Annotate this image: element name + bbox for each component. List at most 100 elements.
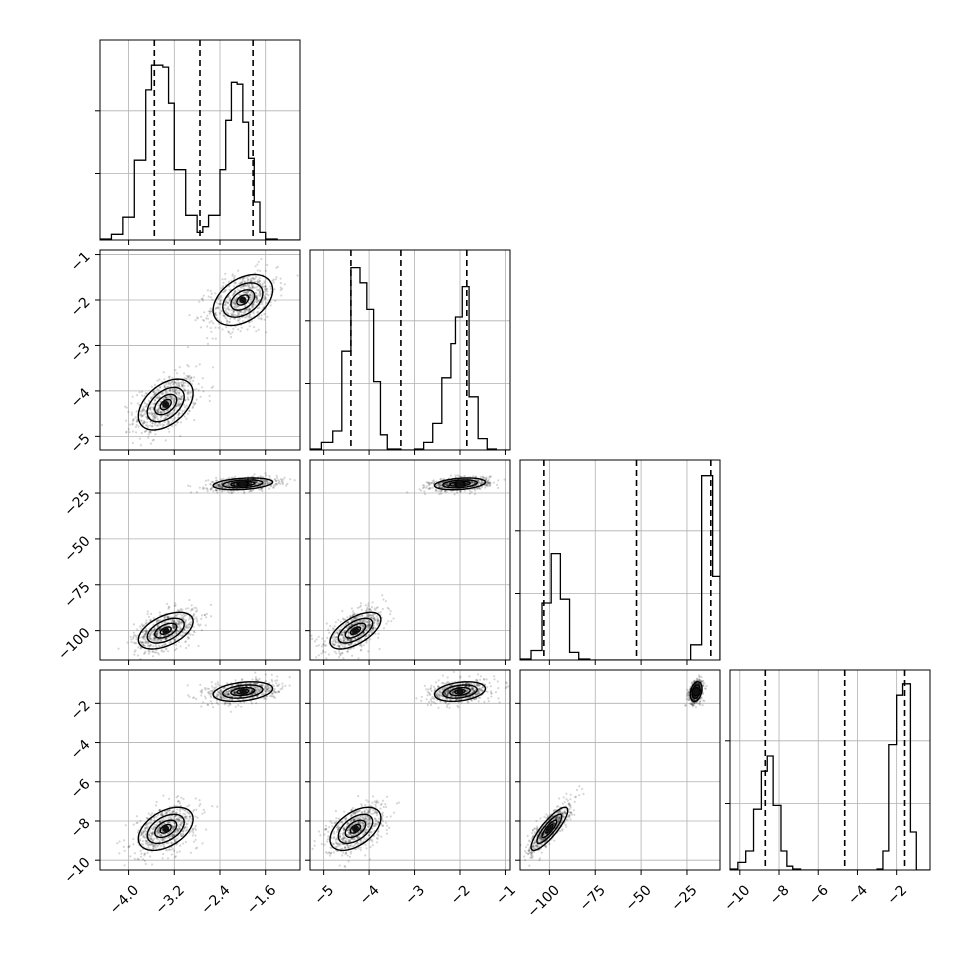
scatter-point: [176, 630, 179, 633]
scatter-point: [144, 852, 147, 855]
scatter-point: [152, 402, 155, 406]
scatter-point: [202, 808, 205, 812]
scatter-point: [215, 699, 218, 702]
scatter-point: [333, 640, 337, 643]
scatter-point: [156, 832, 160, 835]
scatter-point: [159, 838, 162, 841]
scatter-point: [193, 402, 197, 405]
scatter-point: [179, 844, 182, 847]
scatter-point: [478, 486, 481, 490]
scatter-point: [317, 644, 320, 647]
scatter-point: [141, 414, 144, 418]
scatter-point: [140, 469, 142, 471]
scatter-point: [260, 317, 263, 320]
scatter-point: [153, 383, 156, 386]
scatter-point: [373, 617, 376, 620]
scatter-point: [232, 305, 235, 309]
scatter-point: [204, 613, 207, 617]
scatter-point: [174, 840, 177, 843]
scatter-point: [217, 297, 220, 300]
scatter-point: [481, 476, 484, 479]
scatter-point: [446, 484, 449, 487]
scatter-point: [178, 382, 181, 385]
scatter-point: [156, 408, 159, 411]
scatter-point: [259, 481, 262, 484]
contour-core: [239, 296, 247, 304]
scatter-point: [342, 634, 345, 637]
scatter-point: [268, 477, 271, 480]
panel-content: [520, 460, 720, 660]
scatter-point: [234, 314, 237, 317]
scatter-point: [180, 396, 183, 399]
scatter-point: [167, 382, 170, 386]
scatter-point: [485, 477, 488, 480]
scatter-point: [241, 320, 244, 323]
scatter-point: [184, 640, 187, 644]
scatter-point: [486, 480, 489, 483]
histogram-1: [310, 266, 510, 450]
scatter-point: [248, 294, 251, 297]
scatter-point: [244, 284, 247, 287]
scatter-point: [172, 624, 175, 627]
scatter-point: [254, 296, 258, 299]
scatter-point: [164, 439, 167, 442]
scatter-point: [337, 656, 341, 659]
scatter-point: [170, 829, 173, 832]
scatter-point: [338, 644, 341, 648]
scatter-point: [254, 678, 258, 681]
scatter-point: [133, 650, 136, 653]
scatter-point: [163, 837, 167, 840]
scatter-point: [220, 486, 223, 489]
scatter-point: [187, 376, 190, 379]
scatter-point: [135, 821, 138, 825]
scatter-point: [143, 836, 146, 839]
scatter-point: [156, 409, 159, 412]
scatter-point: [367, 608, 370, 611]
scatter-point: [150, 837, 153, 840]
scatter-point: [148, 650, 151, 653]
scatter-point: [176, 609, 179, 612]
scatter-point: [132, 430, 135, 433]
contour-level: [344, 622, 367, 639]
scatter-point: [204, 688, 207, 691]
scatter-point: [195, 491, 199, 494]
scatter-point: [217, 484, 220, 487]
scatter-point: [278, 683, 281, 686]
scatter-point: [368, 608, 371, 611]
scatter-point: [184, 815, 187, 819]
scatter-point: [174, 614, 177, 617]
scatter-point: [158, 820, 161, 823]
scatter-point: [332, 642, 335, 645]
scatter-point: [479, 482, 482, 485]
scatter-point: [209, 488, 212, 491]
scatter-point: [488, 475, 491, 478]
scatter-point: [489, 484, 492, 487]
scatter-point: [156, 821, 159, 824]
scatter-point: [426, 481, 429, 484]
scatter-point: [264, 285, 267, 288]
scatter-point: [269, 485, 272, 488]
scatter-point: [164, 849, 168, 852]
scatter-point: [209, 307, 212, 310]
scatter-point: [275, 479, 278, 482]
scatter-point: [164, 816, 167, 819]
scatter-point: [133, 857, 136, 861]
scatter-point: [151, 422, 154, 425]
scatter-point: [186, 391, 189, 394]
scatter-point: [171, 388, 174, 391]
scatter-point: [321, 645, 324, 648]
scatter-point: [149, 637, 152, 640]
scatter-point: [329, 624, 332, 628]
scatter-point: [147, 635, 151, 638]
scatter-point: [142, 830, 145, 833]
scatter-point: [135, 638, 138, 641]
scatter-point: [190, 391, 193, 394]
scatter-point: [183, 628, 186, 632]
scatter-point: [263, 288, 266, 291]
scatter-point: [358, 624, 362, 627]
scatter-point: [176, 820, 180, 823]
scatter-point: [162, 410, 165, 414]
scatter-point: [257, 278, 260, 281]
scatter-point: [362, 644, 365, 647]
scatter-point: [376, 618, 379, 621]
